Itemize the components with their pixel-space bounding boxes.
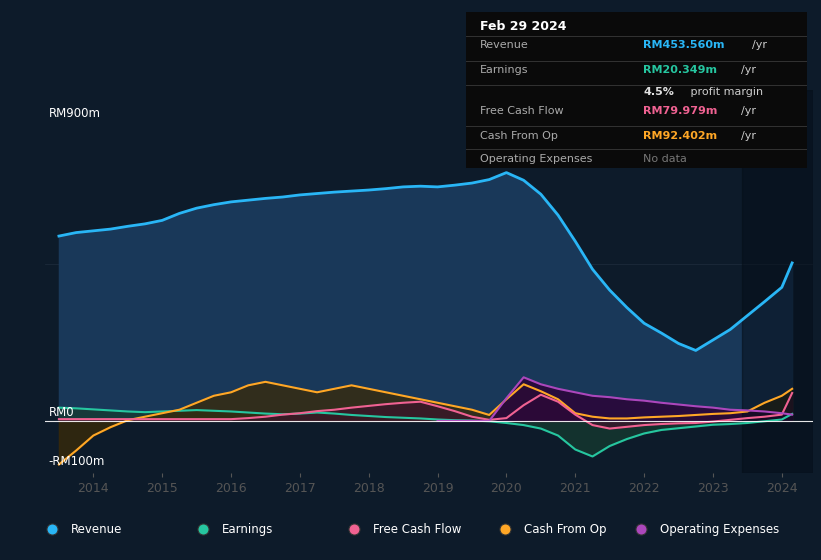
- Text: 4.5%: 4.5%: [644, 87, 674, 97]
- Text: No data: No data: [644, 154, 687, 164]
- Text: Revenue: Revenue: [480, 40, 529, 50]
- Text: Operating Expenses: Operating Expenses: [480, 154, 592, 164]
- Text: /yr: /yr: [741, 66, 756, 75]
- Text: Operating Expenses: Operating Expenses: [660, 522, 779, 536]
- Text: /yr: /yr: [752, 40, 767, 50]
- Text: Feb 29 2024: Feb 29 2024: [480, 20, 566, 33]
- Text: -RM100m: -RM100m: [48, 455, 105, 468]
- Text: RM900m: RM900m: [48, 107, 101, 120]
- Text: RM79.979m: RM79.979m: [644, 106, 718, 116]
- Text: RM0: RM0: [48, 406, 74, 419]
- Text: Free Cash Flow: Free Cash Flow: [373, 522, 461, 536]
- Text: /yr: /yr: [741, 106, 756, 116]
- Text: Earnings: Earnings: [480, 66, 529, 75]
- Text: Free Cash Flow: Free Cash Flow: [480, 106, 563, 116]
- Text: RM92.402m: RM92.402m: [644, 130, 718, 141]
- Text: Earnings: Earnings: [222, 522, 273, 536]
- Text: profit margin: profit margin: [687, 87, 763, 97]
- Text: RM20.349m: RM20.349m: [644, 66, 718, 75]
- Bar: [742, 90, 813, 473]
- Text: Cash From Op: Cash From Op: [524, 522, 606, 536]
- Text: /yr: /yr: [741, 130, 756, 141]
- Text: Cash From Op: Cash From Op: [480, 130, 557, 141]
- Text: RM453.560m: RM453.560m: [644, 40, 725, 50]
- Text: Revenue: Revenue: [71, 522, 122, 536]
